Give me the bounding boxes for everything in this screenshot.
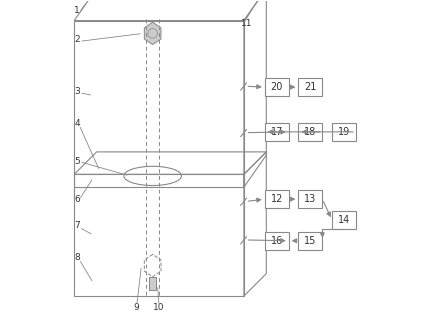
FancyBboxPatch shape <box>265 190 289 208</box>
FancyBboxPatch shape <box>332 211 356 229</box>
Polygon shape <box>144 22 161 45</box>
Text: 1: 1 <box>74 6 80 16</box>
Text: 7: 7 <box>74 221 80 230</box>
Text: 18: 18 <box>304 127 316 137</box>
FancyBboxPatch shape <box>298 232 323 250</box>
Text: 16: 16 <box>271 236 283 246</box>
Text: 20: 20 <box>271 82 283 92</box>
Text: 10: 10 <box>153 303 164 312</box>
FancyBboxPatch shape <box>298 123 323 141</box>
Text: 14: 14 <box>338 215 350 225</box>
FancyBboxPatch shape <box>332 123 356 141</box>
FancyBboxPatch shape <box>265 123 289 141</box>
Text: 6: 6 <box>74 195 80 204</box>
Bar <box>149 277 156 290</box>
FancyBboxPatch shape <box>298 190 323 208</box>
Text: 19: 19 <box>338 127 350 137</box>
Text: 21: 21 <box>304 82 317 92</box>
Text: 8: 8 <box>74 253 80 262</box>
FancyBboxPatch shape <box>298 78 323 96</box>
FancyBboxPatch shape <box>265 78 289 96</box>
Text: 2: 2 <box>74 35 80 44</box>
Text: 4: 4 <box>74 119 80 128</box>
Text: 5: 5 <box>74 157 80 166</box>
Text: 12: 12 <box>271 194 283 204</box>
Text: 3: 3 <box>74 87 80 96</box>
Text: 13: 13 <box>304 194 316 204</box>
Text: 17: 17 <box>271 127 283 137</box>
Text: 15: 15 <box>304 236 317 246</box>
FancyBboxPatch shape <box>265 232 289 250</box>
Text: 11: 11 <box>241 19 252 28</box>
Text: 9: 9 <box>133 303 139 312</box>
